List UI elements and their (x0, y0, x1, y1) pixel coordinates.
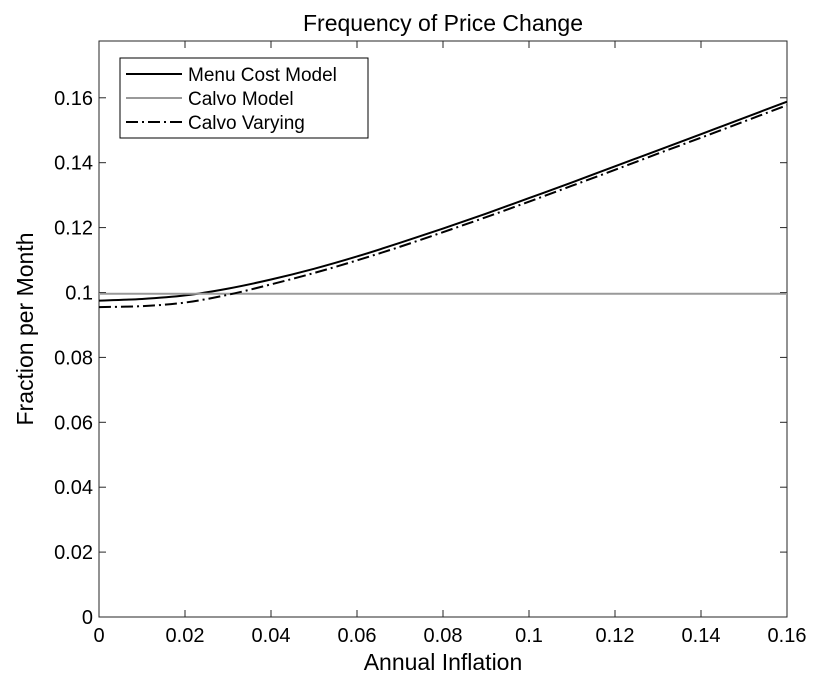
x-tick-label: 0.06 (338, 625, 377, 647)
x-tick-label: 0.16 (768, 625, 807, 647)
x-tick-label: 0.02 (166, 625, 205, 647)
chart-title: Frequency of Price Change (303, 10, 583, 36)
tick-labels: 0 0.02 0.04 0.06 0.08 0.1 0.12 0.14 0.16 0 0.02 0.0… (54, 88, 806, 647)
x-axis-label: Annual Inflation (364, 649, 523, 675)
y-axis-label: Fraction per Month (12, 232, 38, 425)
y-tick-label: 0.04 (54, 477, 93, 499)
y-tick-label: 0 (82, 607, 93, 629)
series-line-menu-cost-model (98, 100, 788, 302)
y-tick-label: 0.1 (65, 282, 93, 304)
x-tick-label: 0.08 (424, 625, 463, 647)
x-tick-label: 0 (93, 625, 104, 647)
x-tick-label: 0.14 (682, 625, 721, 647)
y-tick-label: 0.16 (54, 88, 93, 110)
y-tick-label: 0.08 (54, 347, 93, 369)
legend-label-menu-cost: Menu Cost Model (188, 65, 337, 86)
x-tick-label: 0.12 (596, 625, 635, 647)
series-layer (98, 100, 788, 309)
axis-ticks (98, 41, 788, 618)
y-tick-label: 0.12 (54, 218, 93, 240)
legend: Menu Cost Model Calvo Model Calvo Varyin… (119, 57, 369, 139)
y-tick-label: 0.06 (54, 412, 93, 434)
series-line-calvo-varying (98, 104, 788, 309)
y-tick-label: 0.14 (54, 153, 93, 175)
legend-label-calvo: Calvo Model (188, 89, 294, 110)
legend-label-calvo-varying: Calvo Varying (188, 113, 305, 134)
x-tick-label: 0.04 (252, 625, 291, 647)
x-tick-label: 0.1 (515, 625, 543, 647)
y-tick-label: 0.02 (54, 542, 93, 564)
